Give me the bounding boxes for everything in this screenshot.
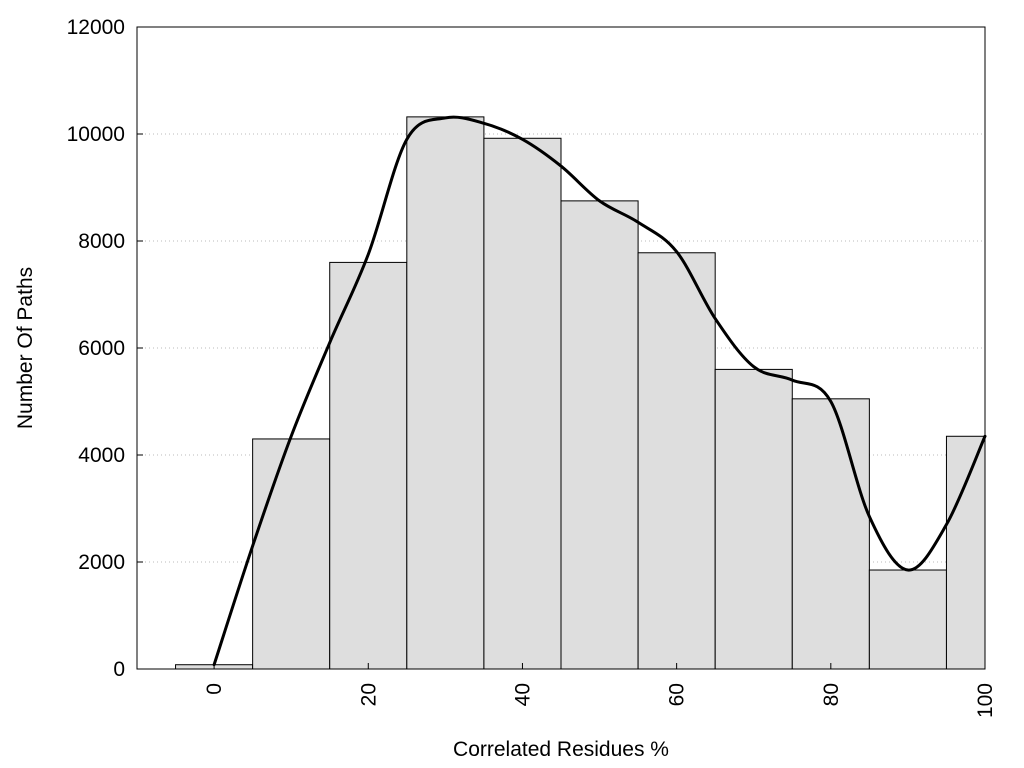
density-curve-layer	[212, 115, 987, 667]
x-tick-label: 20	[357, 683, 380, 706]
histogram-bar	[406, 116, 485, 670]
x-tick-label: 40	[511, 683, 534, 706]
x-tick-label: 0	[203, 683, 226, 695]
x-tick-label: 60	[666, 683, 689, 706]
y-tick-label: 4000	[78, 444, 125, 467]
x-tick-label: 80	[820, 683, 843, 706]
histogram-bar	[791, 398, 870, 670]
density-curve	[212, 115, 987, 667]
histogram-bar	[868, 569, 947, 670]
histogram-bar	[483, 137, 562, 670]
y-tick-label: 0	[113, 658, 125, 681]
y-axis-title: Number Of Paths	[14, 267, 37, 429]
histogram-bar	[560, 200, 639, 670]
y-tick-label: 2000	[78, 551, 125, 574]
y-axis-ticks: 0 2000 4000 6000 8000 10000 12000	[67, 16, 143, 681]
histogram-bar	[252, 438, 331, 670]
y-tick-label: 8000	[78, 230, 125, 253]
x-axis-title: Correlated Residues %	[453, 738, 669, 761]
histogram-bar	[637, 252, 716, 670]
x-tick-label: 100	[974, 683, 997, 718]
y-tick-label: 12000	[67, 16, 125, 39]
histogram-bar	[714, 368, 793, 670]
y-tick-label: 6000	[78, 337, 125, 360]
x-axis-ticks: 0 20 40 60 80 100	[203, 663, 997, 718]
y-tick-label: 10000	[67, 123, 125, 146]
histogram-bars	[175, 116, 986, 670]
histogram-bar	[329, 261, 408, 670]
histogram-bar	[945, 435, 986, 670]
